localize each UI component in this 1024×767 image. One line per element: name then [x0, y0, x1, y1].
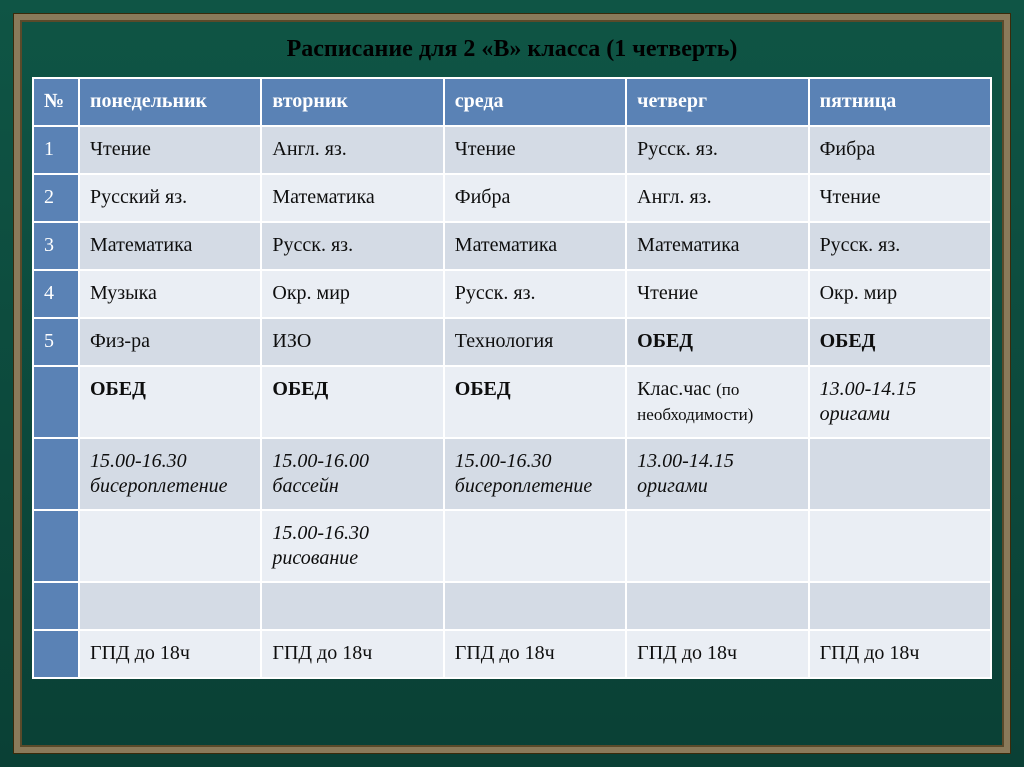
schedule-cell: 15.00-16.30 бисероплетение	[79, 438, 261, 510]
table-row: 2Русский яз.МатематикаФибраАнгл. яз.Чтен…	[33, 174, 991, 222]
schedule-cell: Окр. мир	[261, 270, 443, 318]
schedule-cell	[626, 510, 808, 582]
chalkboard-frame: Расписание для 2 «В» класса (1 четверть)…	[14, 14, 1010, 753]
col-num: №	[33, 78, 79, 126]
schedule-cell	[79, 582, 261, 630]
row-number: 5	[33, 318, 79, 366]
schedule-cell	[444, 510, 626, 582]
table-row: 4МузыкаОкр. мирРусск. яз.ЧтениеОкр. мир	[33, 270, 991, 318]
schedule-cell: Технология	[444, 318, 626, 366]
schedule-cell: ГПД до 18ч	[626, 630, 808, 678]
table-row: 15.00-16.30 бисероплетение15.00-16.00 ба…	[33, 438, 991, 510]
schedule-cell: Англ. яз.	[626, 174, 808, 222]
schedule-cell	[626, 582, 808, 630]
schedule-cell	[79, 510, 261, 582]
schedule-cell: 13.00-14.15 оригами	[809, 366, 991, 438]
header-row: № понедельник вторник среда четверг пятн…	[33, 78, 991, 126]
schedule-cell: ГПД до 18ч	[809, 630, 991, 678]
row-number: 1	[33, 126, 79, 174]
schedule-cell: ГПД до 18ч	[444, 630, 626, 678]
schedule-cell: Фибра	[809, 126, 991, 174]
schedule-cell: Чтение	[79, 126, 261, 174]
table-row: 3МатематикаРусск. яз.МатематикаМатематик…	[33, 222, 991, 270]
schedule-cell: 13.00-14.15 оригами	[626, 438, 808, 510]
row-number	[33, 582, 79, 630]
table-row: 1ЧтениеАнгл. яз.ЧтениеРусск. яз.Фибра	[33, 126, 991, 174]
schedule-cell: ИЗО	[261, 318, 443, 366]
schedule-cell: Клас.час (по необходимости)	[626, 366, 808, 438]
schedule-cell	[809, 438, 991, 510]
schedule-cell: ГПД до 18ч	[261, 630, 443, 678]
col-tue: вторник	[261, 78, 443, 126]
schedule-cell: 15.00-16.30 рисование	[261, 510, 443, 582]
schedule-cell: Англ. яз.	[261, 126, 443, 174]
schedule-cell: Русский яз.	[79, 174, 261, 222]
schedule-cell: ОБЕД	[444, 366, 626, 438]
table-row: 5Физ-раИЗОТехнологияОБЕДОБЕД	[33, 318, 991, 366]
row-number: 3	[33, 222, 79, 270]
schedule-cell: Русск. яз.	[444, 270, 626, 318]
table-row: ГПД до 18чГПД до 18чГПД до 18чГПД до 18ч…	[33, 630, 991, 678]
schedule-cell: ОБЕД	[809, 318, 991, 366]
schedule-cell	[809, 510, 991, 582]
schedule-table: № понедельник вторник среда четверг пятн…	[32, 77, 992, 679]
schedule-cell: Русск. яз.	[261, 222, 443, 270]
col-thu: четверг	[626, 78, 808, 126]
schedule-cell	[809, 582, 991, 630]
row-number: 4	[33, 270, 79, 318]
row-number	[33, 510, 79, 582]
schedule-cell: Математика	[261, 174, 443, 222]
table-row	[33, 582, 991, 630]
schedule-cell: Фибра	[444, 174, 626, 222]
schedule-title: Расписание для 2 «В» класса (1 четверть)	[32, 36, 992, 63]
schedule-cell: Окр. мир	[809, 270, 991, 318]
schedule-cell	[261, 582, 443, 630]
schedule-cell: Чтение	[444, 126, 626, 174]
row-number	[33, 438, 79, 510]
table-row: 15.00-16.30 рисование	[33, 510, 991, 582]
row-number	[33, 630, 79, 678]
col-mon: понедельник	[79, 78, 261, 126]
schedule-cell: Математика	[79, 222, 261, 270]
schedule-cell: Чтение	[626, 270, 808, 318]
schedule-cell: Математика	[626, 222, 808, 270]
schedule-cell: Русск. яз.	[809, 222, 991, 270]
schedule-cell: Математика	[444, 222, 626, 270]
table-row: ОБЕДОБЕДОБЕДКлас.час (по необходимости)1…	[33, 366, 991, 438]
schedule-cell: ГПД до 18ч	[79, 630, 261, 678]
schedule-cell: ОБЕД	[626, 318, 808, 366]
schedule-cell: Чтение	[809, 174, 991, 222]
schedule-cell: ОБЕД	[79, 366, 261, 438]
schedule-cell: Музыка	[79, 270, 261, 318]
schedule-cell: Физ-ра	[79, 318, 261, 366]
col-fri: пятница	[809, 78, 991, 126]
schedule-cell: Русск. яз.	[626, 126, 808, 174]
schedule-cell: 15.00-16.30 бисероплетение	[444, 438, 626, 510]
schedule-cell: 15.00-16.00 бассейн	[261, 438, 443, 510]
row-number: 2	[33, 174, 79, 222]
schedule-cell	[444, 582, 626, 630]
col-wed: среда	[444, 78, 626, 126]
schedule-cell: ОБЕД	[261, 366, 443, 438]
table-body: 1ЧтениеАнгл. яз.ЧтениеРусск. яз.Фибра2Ру…	[33, 126, 991, 678]
row-number	[33, 366, 79, 438]
